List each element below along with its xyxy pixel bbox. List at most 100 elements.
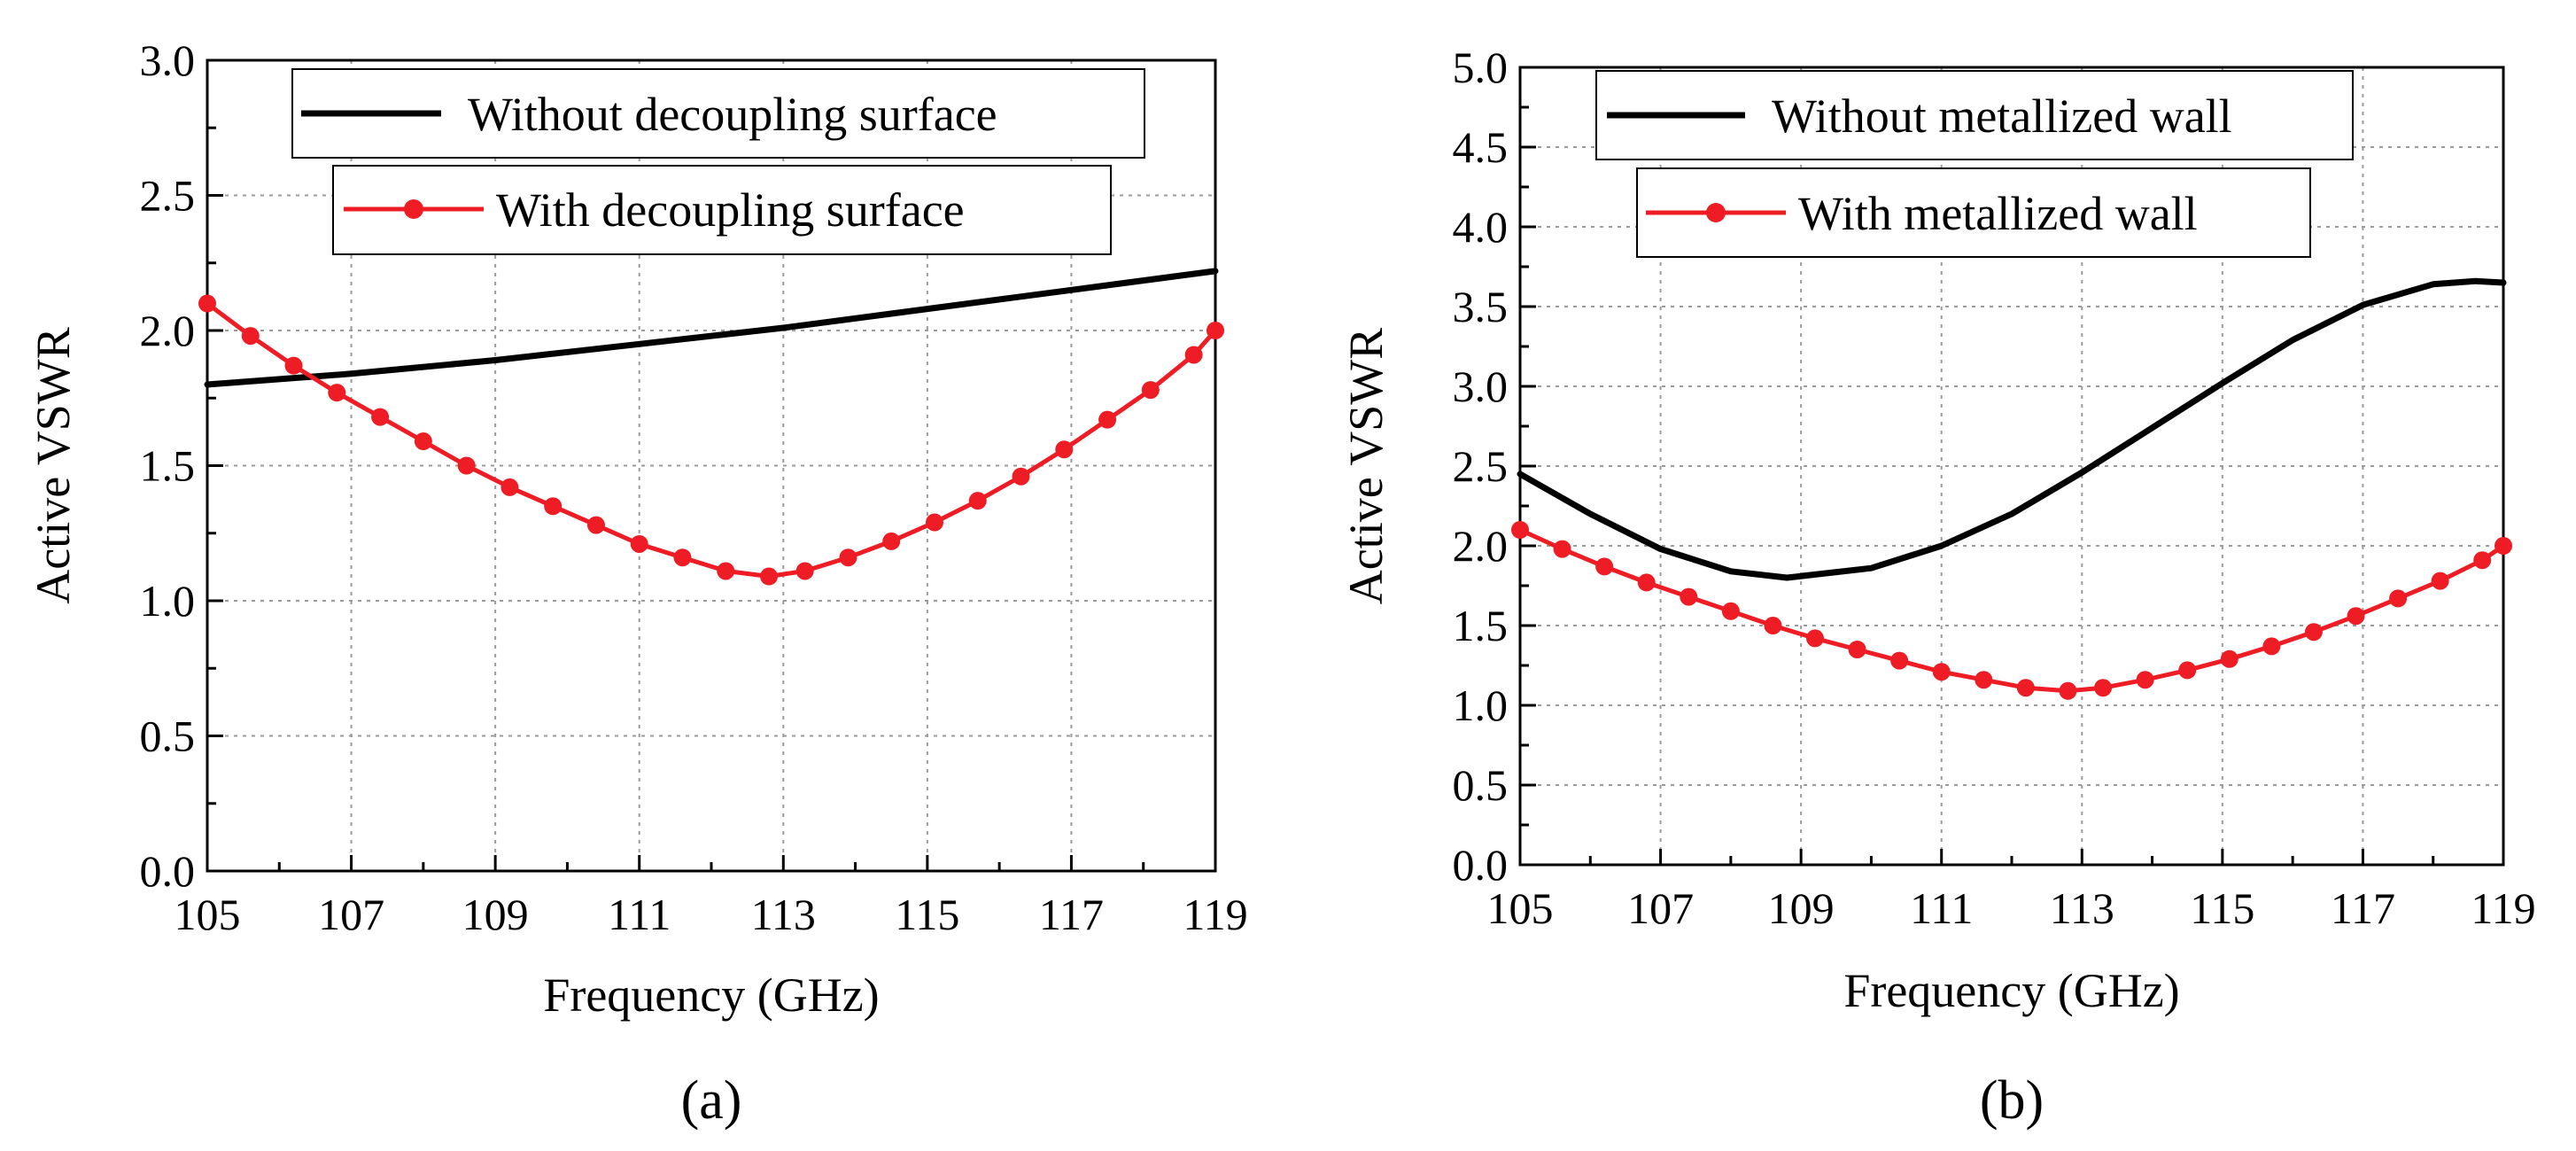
x-tick-label: 109 <box>462 890 529 939</box>
data-point <box>1637 573 1656 592</box>
data-point <box>2389 589 2408 608</box>
data-point <box>717 562 735 580</box>
data-point <box>2473 551 2492 570</box>
data-point <box>2136 671 2154 689</box>
data-point <box>457 456 476 475</box>
data-point <box>2059 681 2077 700</box>
data-point <box>328 384 346 402</box>
y-tick-label: 2.5 <box>1453 441 1509 491</box>
data-point <box>198 294 216 313</box>
x-tick-label: 107 <box>318 890 384 939</box>
data-point <box>500 478 519 496</box>
data-point <box>1012 467 1030 486</box>
x-tick-label: 113 <box>751 890 816 939</box>
data-point <box>1975 671 1993 689</box>
data-point <box>2016 679 2035 697</box>
data-point <box>795 562 814 580</box>
y-tick-label: 1.5 <box>140 441 196 491</box>
data-point <box>1721 602 1740 620</box>
x-tick-label: 111 <box>608 890 671 939</box>
series-line-1 <box>204 268 1219 388</box>
legend-box <box>332 165 1112 255</box>
y-tick-label: 2.0 <box>140 306 196 355</box>
y-tick-label: 0.0 <box>1453 840 1509 890</box>
data-point <box>968 492 987 510</box>
x-tick-label: 105 <box>1487 883 1554 933</box>
data-point <box>2094 679 2113 697</box>
data-point <box>2178 661 2197 680</box>
y-tick-label: 4.0 <box>1453 202 1509 252</box>
y-axis-title: Active VSWR <box>27 327 80 603</box>
data-point <box>673 548 692 567</box>
y-tick-label: 1.5 <box>1453 601 1509 650</box>
data-point <box>1553 540 1571 558</box>
data-point <box>1207 322 1224 339</box>
legend-swatch-marker <box>404 199 423 219</box>
x-tick-label: 115 <box>2190 883 2254 933</box>
data-point <box>1511 521 1529 539</box>
y-tick-label: 3.5 <box>1453 282 1509 331</box>
data-point <box>2262 637 2281 656</box>
data-point <box>925 513 943 532</box>
y-tick-label: 0.5 <box>1453 760 1509 810</box>
data-point <box>1890 651 1909 670</box>
data-point <box>1848 641 1866 658</box>
y-tick-label: 1.0 <box>140 576 196 626</box>
data-point <box>2220 649 2238 668</box>
chart-panel-b: 105 107 109 111 113 115 117 119 0.0 0.5 1.0 1.5 2.0 2… <box>1339 43 2536 1131</box>
data-point <box>1680 587 1698 606</box>
data-point <box>1806 629 1824 648</box>
x-tick-label: 109 <box>1768 883 1835 933</box>
x-tick-label: 111 <box>1910 883 1973 933</box>
data-point <box>760 567 779 586</box>
data-point <box>839 548 857 567</box>
panel-label: (a) <box>681 1070 742 1131</box>
x-tick-label: 107 <box>1627 883 1694 933</box>
data-point <box>284 356 303 375</box>
data-point <box>2304 623 2323 642</box>
y-tick-label: 2.5 <box>140 171 196 221</box>
legend-label: Without metallized wall <box>1772 89 2232 143</box>
data-point <box>630 534 648 553</box>
x-tick-label: 117 <box>2331 883 2395 933</box>
x-tick-label: 105 <box>175 890 241 939</box>
x-tick-label: 119 <box>1183 890 1247 939</box>
data-point <box>1184 346 1203 364</box>
legend-label: Without decoupling surface <box>468 88 997 141</box>
x-tick-label: 113 <box>2050 883 2114 933</box>
chart-panel-a: 105 107 109 111 113 115 117 119 0.0 0.5 1.0 1.5 2.0 2… <box>27 35 1248 1131</box>
legend-label: With decoupling surface <box>496 183 965 237</box>
x-tick-label: 117 <box>1039 890 1104 939</box>
y-axis-title: Active VSWR <box>1339 328 1393 604</box>
data-point <box>586 516 605 534</box>
data-point <box>1595 557 1614 576</box>
y-tick-label: 2.0 <box>1453 521 1509 571</box>
data-point <box>2431 572 2449 590</box>
x-tick-label: 119 <box>2471 883 2535 933</box>
legend-swatch-marker <box>1706 203 1726 222</box>
x-axis-title: Frequency (GHz) <box>543 968 879 1022</box>
y-tick-label: 1.0 <box>1453 680 1509 730</box>
x-tick-label: 115 <box>895 890 959 939</box>
series-line-1 <box>1517 277 2507 581</box>
y-tick-label: 4.5 <box>1453 122 1509 172</box>
panel-label: (b) <box>1980 1070 2044 1131</box>
data-point <box>1932 663 1951 681</box>
data-point <box>241 327 260 346</box>
data-point <box>544 497 563 516</box>
x-axis-title: Frequency (GHz) <box>1843 964 2179 1017</box>
data-point <box>1141 381 1160 400</box>
y-tick-label: 5.0 <box>1453 43 1509 92</box>
y-tick-label: 3.0 <box>1453 362 1509 411</box>
legend-label: With metallized wall <box>1798 187 2198 240</box>
data-point <box>1764 617 1782 634</box>
data-point <box>882 532 901 550</box>
data-point <box>2495 537 2512 555</box>
data-point <box>414 432 432 451</box>
y-tick-label: 0.5 <box>140 712 196 761</box>
y-tick-label: 3.0 <box>140 35 196 85</box>
data-point <box>371 408 390 426</box>
y-tick-label: 0.0 <box>140 846 196 896</box>
data-point <box>1098 410 1117 429</box>
